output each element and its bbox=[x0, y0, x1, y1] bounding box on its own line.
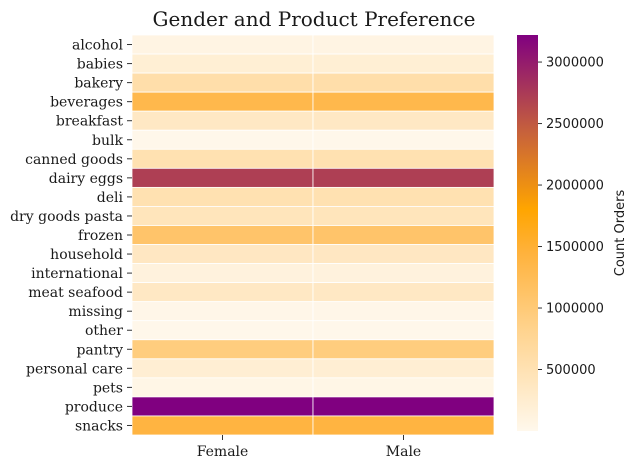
row-label: meat seafood bbox=[28, 285, 123, 301]
heatmap-cell-alcohol-female bbox=[131, 34, 314, 55]
colorbar bbox=[517, 35, 538, 431]
heatmap-cell-international-male bbox=[312, 263, 495, 284]
row-label: alcohol bbox=[72, 38, 124, 54]
heatmap-cell-household-male bbox=[312, 244, 495, 264]
row-label: breakfast bbox=[56, 114, 123, 130]
heatmap-cell-bakery-male bbox=[312, 72, 495, 93]
heatmap-cell-missing-female bbox=[131, 301, 314, 322]
row-label: missing bbox=[68, 304, 123, 320]
heatmap-cell-bulk-male bbox=[312, 129, 495, 150]
heatmap-cell-alcohol-male bbox=[312, 34, 495, 55]
heatmap-cell-bulk-female bbox=[131, 129, 314, 150]
heatmap-cell-dairy-eggs-female bbox=[131, 167, 314, 188]
column-labels: Female Male bbox=[197, 435, 421, 460]
heatmap-cell-beverages-female bbox=[131, 91, 314, 112]
heatmap-cell-canned-goods-male bbox=[312, 148, 495, 169]
row-label: canned goods bbox=[25, 152, 123, 168]
row-label: deli bbox=[97, 190, 124, 206]
heatmap-cell-canned-goods-female bbox=[131, 148, 314, 169]
heatmap-cell-breakfast-female bbox=[131, 110, 314, 131]
row-label: beverages bbox=[50, 95, 123, 111]
heatmap-cell-produce-female bbox=[131, 396, 314, 417]
colorbar-tick-label: 2500000 bbox=[546, 117, 604, 132]
heatmap-cell-breakfast-male bbox=[312, 110, 495, 131]
row-label: produce bbox=[65, 399, 123, 415]
heatmap-cell-dry-goods-pasta-male bbox=[312, 206, 495, 226]
heatmap-cell-deli-male bbox=[312, 186, 495, 207]
colorbar-ticks: 500000 1000000 1500000 2000000 2500000 300000… bbox=[538, 56, 604, 378]
heatmap-cell-dry-goods-pasta-female bbox=[131, 206, 314, 226]
row-label: pantry bbox=[76, 342, 123, 358]
heatmap-cell-produce-male bbox=[312, 396, 495, 417]
chart-title: Gender and Product Preference bbox=[153, 7, 476, 31]
colorbar-tick-label: 2000000 bbox=[546, 179, 604, 194]
heatmap-cell-meat-seafood-male bbox=[312, 282, 495, 303]
heatmap-cell-bakery-female bbox=[131, 72, 314, 93]
heatmap-cell-deli-female bbox=[131, 186, 314, 207]
heatmap-cell-other-male bbox=[312, 320, 495, 341]
heatmap-cell-dairy-eggs-male bbox=[312, 167, 495, 188]
heatmap-cell-international-female bbox=[131, 263, 314, 284]
row-labels: alcohol babies bakery beverages breakfast bul… bbox=[10, 38, 132, 434]
colorbar-tick-label: 500000 bbox=[546, 363, 596, 378]
heatmap-cell-other-female bbox=[131, 320, 314, 341]
heatmap-cell-pantry-female bbox=[131, 339, 314, 360]
heatmap-cell-missing-male bbox=[312, 301, 495, 322]
colorbar-tick-label: 1000000 bbox=[546, 302, 604, 317]
row-label: personal care bbox=[26, 361, 123, 377]
heatmap-cell-meat-seafood-female bbox=[131, 282, 314, 303]
row-label: other bbox=[85, 323, 123, 339]
row-label: snacks bbox=[75, 418, 123, 434]
heatmap-cell-babies-male bbox=[312, 53, 495, 74]
heatmap-cell-snacks-male bbox=[312, 415, 495, 436]
colorbar-tick-label: 1500000 bbox=[546, 240, 604, 255]
column-label: Female bbox=[197, 444, 249, 460]
row-label: dairy eggs bbox=[49, 171, 123, 187]
row-label: pets bbox=[93, 380, 123, 396]
row-label: household bbox=[50, 247, 123, 263]
heatmap-cell-household-female bbox=[131, 244, 314, 264]
heatmap-cell-babies-female bbox=[131, 53, 314, 74]
heatmap-cell-frozen-male bbox=[312, 225, 495, 245]
heatmap-cell-pets-female bbox=[131, 377, 314, 398]
heatmap-cell-pantry-male bbox=[312, 339, 495, 360]
colorbar-tick-label: 3000000 bbox=[546, 56, 604, 71]
row-label: frozen bbox=[78, 228, 123, 244]
row-label: bulk bbox=[92, 133, 123, 149]
row-label: babies bbox=[77, 57, 123, 73]
heatmap-cell-personal-care-female bbox=[131, 358, 314, 379]
heatmap-cell-snacks-female bbox=[131, 415, 314, 436]
heatmap-cell-pets-male bbox=[312, 377, 495, 398]
column-label: Male bbox=[386, 444, 421, 460]
heatmap-cell-frozen-female bbox=[131, 225, 314, 245]
row-label: international bbox=[31, 266, 123, 282]
heatmap-cell-beverages-male bbox=[312, 91, 495, 112]
row-label: dry goods pasta bbox=[10, 209, 123, 225]
heatmap-cell-personal-care-male bbox=[312, 358, 495, 379]
row-label: bakery bbox=[74, 76, 123, 92]
heatmap-cells bbox=[131, 34, 495, 436]
colorbar-label: Count Orders bbox=[613, 190, 628, 277]
